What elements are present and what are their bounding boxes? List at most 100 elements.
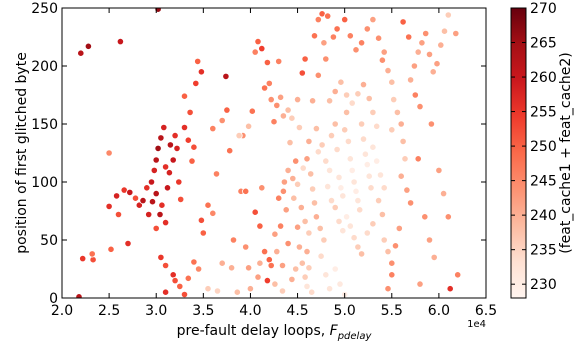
data-point bbox=[405, 33, 413, 41]
data-point bbox=[79, 255, 87, 263]
data-point bbox=[288, 275, 296, 283]
data-point bbox=[271, 230, 279, 238]
x-axis: 2.0 2.5 3.0 3.5 4.0 4.5 5.0 5.5 6.0 6.5 bbox=[51, 8, 497, 319]
data-point bbox=[352, 187, 360, 195]
data-point bbox=[346, 32, 354, 40]
data-point bbox=[114, 210, 123, 219]
data-point bbox=[245, 122, 253, 130]
data-point bbox=[147, 178, 156, 186]
data-point bbox=[256, 259, 264, 267]
x-tick-label: 5.0 bbox=[334, 303, 356, 319]
data-point bbox=[363, 25, 371, 33]
data-point bbox=[184, 136, 192, 144]
data-point bbox=[354, 90, 362, 98]
data-point bbox=[341, 15, 349, 24]
data-point bbox=[327, 132, 336, 140]
data-point bbox=[116, 37, 125, 46]
data-point bbox=[325, 97, 334, 105]
data-point bbox=[384, 248, 392, 256]
data-point bbox=[228, 264, 236, 272]
data-point bbox=[288, 114, 296, 122]
data-point bbox=[77, 49, 85, 57]
data-point bbox=[346, 222, 354, 230]
data-point bbox=[354, 197, 362, 205]
data-point bbox=[342, 91, 351, 99]
data-point bbox=[310, 32, 319, 40]
data-point bbox=[301, 273, 309, 281]
data-point bbox=[367, 184, 375, 192]
colorbar-tick-label: 270 bbox=[530, 1, 557, 17]
data-point bbox=[190, 143, 198, 151]
data-point bbox=[158, 201, 166, 209]
data-point bbox=[391, 242, 400, 250]
data-point bbox=[143, 184, 151, 192]
data-point bbox=[282, 206, 290, 214]
data-point bbox=[348, 99, 356, 107]
colorbar-tick-label: 250 bbox=[530, 139, 557, 155]
data-point bbox=[411, 91, 419, 99]
data-point bbox=[439, 190, 448, 198]
data-point bbox=[229, 236, 238, 244]
data-point bbox=[324, 183, 332, 191]
x-tick-label: 6.5 bbox=[475, 303, 497, 319]
x-tick-label: 2.5 bbox=[98, 303, 120, 319]
data-point bbox=[305, 264, 313, 272]
data-point bbox=[105, 149, 113, 157]
data-point bbox=[152, 156, 160, 164]
colorbar-frame bbox=[510, 7, 527, 299]
data-point bbox=[322, 157, 330, 165]
data-point bbox=[430, 253, 438, 261]
data-point bbox=[425, 50, 434, 59]
data-point bbox=[369, 108, 377, 117]
data-point bbox=[348, 166, 356, 174]
data-point bbox=[258, 44, 266, 53]
data-point bbox=[350, 234, 358, 242]
data-point bbox=[75, 293, 83, 298]
data-point bbox=[162, 219, 170, 227]
data-point bbox=[260, 84, 269, 92]
data-point bbox=[414, 155, 422, 163]
data-point bbox=[397, 120, 405, 128]
data-point bbox=[188, 157, 196, 165]
data-point bbox=[384, 285, 392, 293]
data-point bbox=[324, 12, 332, 20]
data-point bbox=[312, 213, 320, 221]
data-point bbox=[297, 203, 305, 212]
data-point bbox=[373, 122, 381, 130]
data-point bbox=[342, 213, 351, 221]
data-point bbox=[295, 123, 303, 132]
data-point bbox=[427, 120, 435, 128]
data-point bbox=[425, 236, 434, 244]
data-point bbox=[284, 106, 292, 114]
data-point bbox=[336, 280, 344, 288]
data-point bbox=[454, 271, 462, 279]
data-point bbox=[218, 116, 226, 125]
data-point bbox=[209, 125, 217, 133]
data-point bbox=[263, 276, 271, 285]
data-point bbox=[397, 172, 405, 180]
data-point bbox=[331, 120, 339, 128]
data-point bbox=[365, 94, 373, 103]
data-point bbox=[213, 287, 222, 295]
data-point bbox=[301, 55, 309, 63]
data-point bbox=[350, 178, 358, 186]
data-point bbox=[169, 156, 177, 164]
data-point bbox=[180, 290, 189, 298]
data-point bbox=[333, 25, 341, 33]
data-point bbox=[421, 213, 429, 221]
y-tick-label: 200 bbox=[31, 59, 58, 75]
data-point bbox=[406, 199, 415, 207]
data-point bbox=[314, 15, 322, 24]
data-point bbox=[435, 166, 443, 174]
x-tick-label: 3.0 bbox=[145, 303, 167, 319]
data-point bbox=[292, 157, 300, 165]
data-point bbox=[171, 276, 179, 285]
colorbar-tick-label: 245 bbox=[530, 174, 557, 190]
data-point bbox=[337, 78, 345, 86]
data-point bbox=[280, 178, 288, 186]
y-axis: 0 50 100 150 200 250 bbox=[31, 1, 486, 307]
colorbar: 230 235 240 245 250 255 260 265 270 (feat_cache1… bbox=[510, 1, 574, 299]
data-point bbox=[195, 265, 203, 273]
data-point bbox=[290, 194, 298, 202]
data-point bbox=[298, 259, 306, 267]
